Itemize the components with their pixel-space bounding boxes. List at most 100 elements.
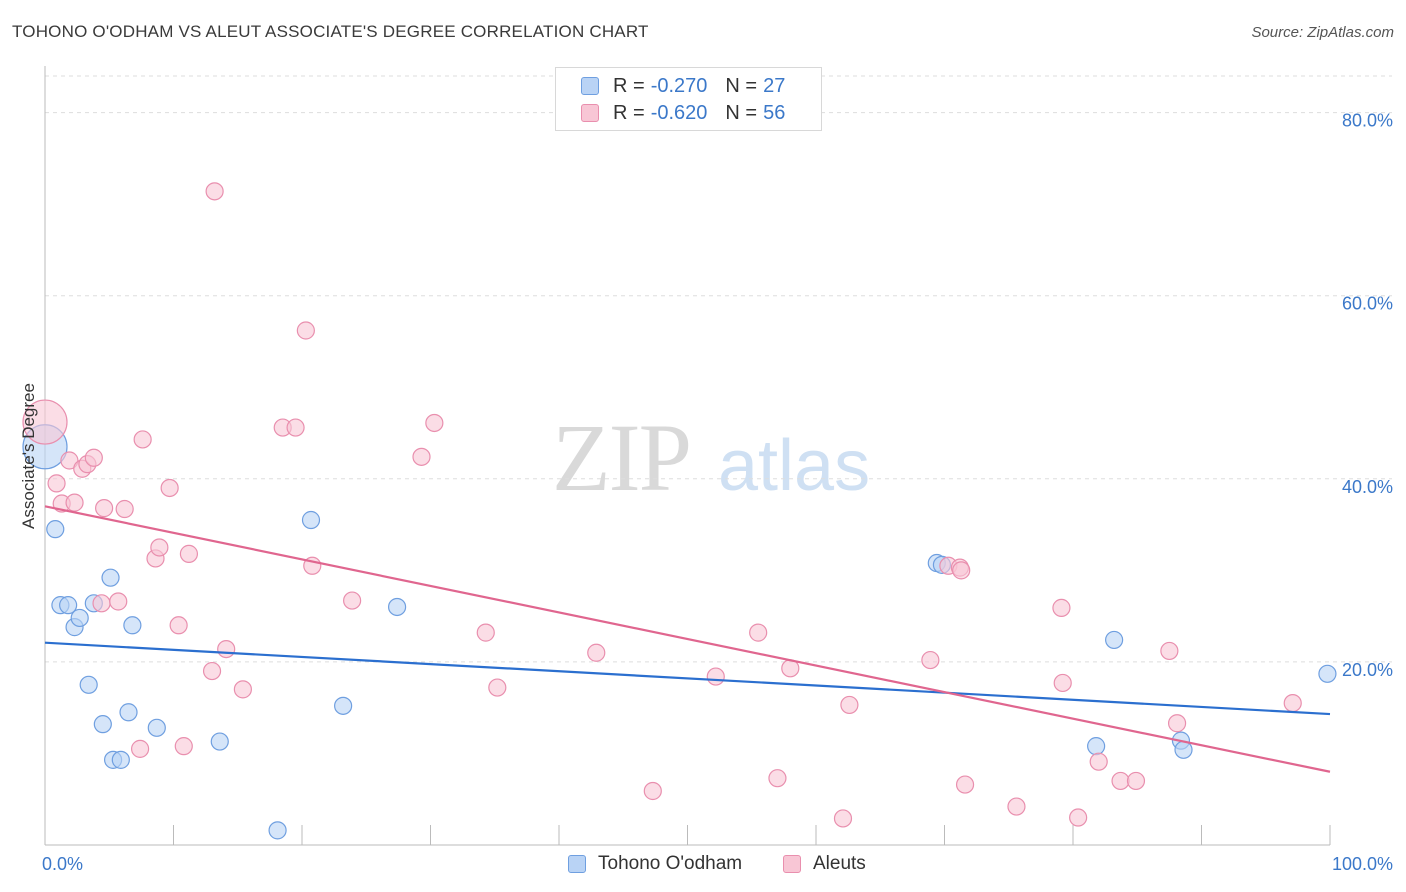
tohono-point [111, 750, 130, 769]
legend-label-aleuts: Aleuts [813, 853, 866, 874]
y-tick-label: 40.0% [1342, 477, 1393, 497]
aleuts-trend-line [44, 505, 1331, 773]
tohono-point [101, 568, 120, 587]
aleuts-point [60, 451, 79, 470]
x-tick-labels: 0.0% 100.0% [42, 854, 1393, 874]
watermark: ZIP atlas [552, 404, 870, 511]
page-title: TOHONO O'ODHAM VS ALEUT ASSOCIATE'S DEGR… [12, 22, 649, 41]
correlation-legend: R = -0.270 N = 27 R = -0.620 N = 56 [555, 67, 822, 131]
aleuts-point [205, 182, 224, 201]
aleuts-point [95, 499, 114, 518]
legend-swatch-pink [783, 855, 801, 873]
legend-swatch-pink [581, 104, 599, 122]
watermark-zip: ZIP [552, 404, 690, 511]
aleuts-point [65, 493, 84, 512]
n-value: 56 [763, 101, 786, 124]
series-aleuts-points [22, 182, 1302, 828]
tohono-point [334, 696, 353, 715]
aleuts-point [22, 399, 68, 445]
aleuts-point [1126, 771, 1146, 791]
aleuts-point [476, 623, 495, 642]
aleuts-point [587, 643, 606, 662]
aleuts-point [1160, 641, 1179, 661]
tohono-point [1105, 630, 1124, 650]
y-tick-labels: 20.0% 40.0% 60.0% 80.0% [1342, 111, 1393, 680]
aleuts-point [160, 478, 179, 498]
tohono-point [59, 596, 78, 615]
x-tick-label: 100.0% [1332, 854, 1393, 874]
r-value: -0.620 [650, 101, 708, 124]
aleuts-point [412, 447, 431, 466]
aleuts-point [1052, 598, 1071, 617]
tohono-point [147, 718, 166, 737]
trend-lines [44, 505, 1331, 773]
aleuts-point [150, 538, 169, 557]
aleuts-point [174, 737, 193, 756]
aleuts-point [768, 769, 787, 788]
aleuts-point [92, 594, 111, 613]
aleuts-point [133, 430, 152, 449]
aleuts-point [488, 678, 507, 697]
aleuts-point [1053, 673, 1072, 693]
n-value: 27 [763, 74, 786, 97]
legend-label-tohono: Tohono O'odham [598, 853, 743, 874]
aleuts-point [1111, 771, 1130, 791]
aleuts-point [202, 661, 222, 681]
aleuts-point [343, 591, 362, 610]
aleuts-point [643, 781, 662, 801]
legend-swatch-blue [568, 855, 586, 873]
aleuts-point [1007, 797, 1026, 816]
y-tick-label: 60.0% [1342, 294, 1393, 314]
aleuts-point [115, 499, 134, 519]
aleuts-point [955, 775, 975, 794]
legend-row-aleuts: R = -0.620 N = 56 [581, 101, 785, 125]
aleuts-point [286, 418, 305, 437]
aleuts-point [47, 474, 66, 493]
aleuts-point [296, 321, 315, 340]
aleuts-point [84, 448, 103, 467]
n-label: N = [725, 101, 758, 124]
aleuts-point [833, 809, 853, 828]
gridlines [45, 75, 1392, 663]
source-label: Source: ZipAtlas.com [1251, 24, 1394, 41]
tohono-point [210, 732, 229, 751]
r-label: R = [613, 74, 645, 97]
y-axis-label: Associate's Degree [19, 383, 38, 529]
aleuts-point [179, 544, 199, 563]
aleuts-point [169, 616, 188, 635]
aleuts-point [130, 739, 150, 758]
aleuts-point [109, 592, 128, 611]
aleuts-point [840, 695, 859, 715]
tohono-point [46, 520, 65, 539]
aleuts-point [1283, 694, 1302, 713]
x-tick-label: 0.0% [42, 854, 83, 874]
aleuts-point [217, 639, 236, 659]
r-value: -0.270 [650, 74, 708, 97]
tohono-point [301, 510, 321, 530]
legend-item-aleuts: Aleuts [783, 852, 866, 876]
aleuts-point [233, 680, 252, 699]
tohono-point [1087, 737, 1106, 756]
tohono-trend-line [44, 641, 1331, 716]
tohono-point [387, 597, 407, 617]
tohono-point [79, 675, 98, 694]
n-label: N = [725, 74, 758, 97]
aleuts-point [1089, 752, 1108, 771]
aleuts-point [1167, 714, 1187, 733]
aleuts-point [1069, 808, 1088, 827]
aleuts-point [952, 561, 971, 580]
legend-row-tohono: R = -0.270 N = 27 [581, 74, 785, 98]
tohono-point [1318, 664, 1337, 683]
tohono-point [70, 608, 89, 628]
y-tick-label: 20.0% [1342, 660, 1393, 680]
watermark-atlas: atlas [718, 426, 870, 506]
series-tohono-points [22, 424, 1337, 840]
aleuts-point [749, 623, 768, 642]
legend-item-tohono: Tohono O'odham [568, 852, 742, 876]
aleuts-point [706, 667, 725, 686]
tohono-point [93, 715, 112, 734]
tohono-point [119, 703, 138, 722]
aleuts-point [425, 413, 444, 433]
tohono-point [123, 616, 142, 635]
